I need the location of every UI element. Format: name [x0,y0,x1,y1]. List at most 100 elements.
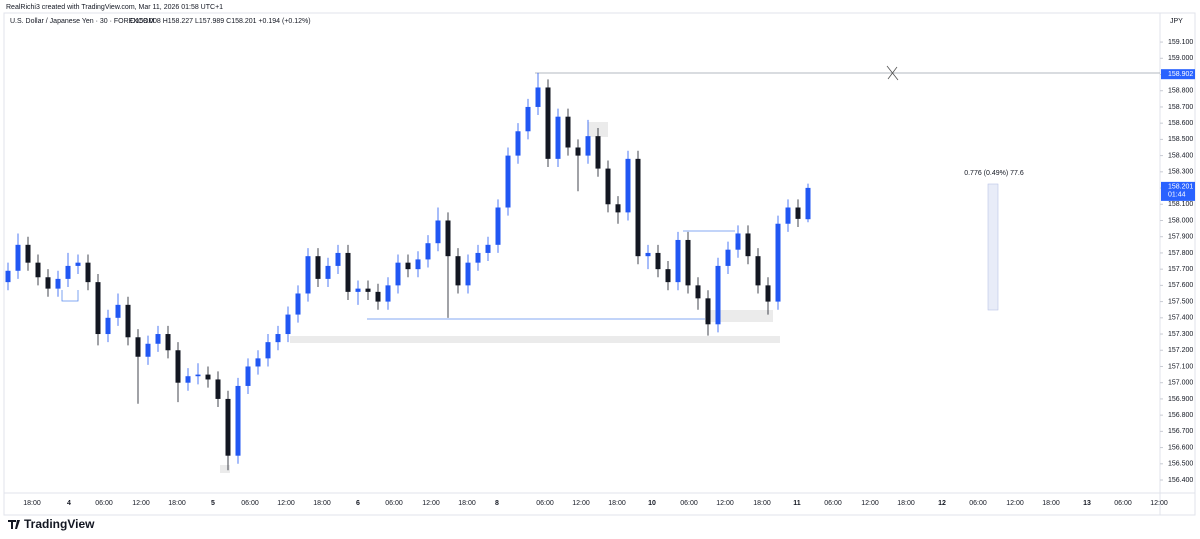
candle-body [675,239,681,283]
candle-body [95,282,101,335]
x-tick-label: 18:00 [313,500,331,507]
candle-body [435,220,441,244]
y-tick-label: 157.400 [1168,315,1193,322]
y-tick-label: 156.900 [1168,396,1193,403]
candle-body [425,243,431,260]
candle-body [375,291,381,302]
candle-body [35,262,41,278]
candle-body [275,334,281,343]
candle-body [385,285,391,302]
candle-body [795,207,801,219]
y-tick-label: 159.100 [1168,39,1193,46]
x-tick-label: 12:00 [422,500,440,507]
y-tick-label: 156.600 [1168,444,1193,451]
candle-body [215,379,221,399]
candle-body [335,252,341,266]
candle-body [265,342,271,359]
x-tick-label: 4 [67,500,71,507]
candle-body [475,252,481,263]
y-tick-label: 156.800 [1168,412,1193,419]
y-tick-label: 158.100 [1168,201,1193,208]
candles [5,72,811,471]
y-tick-label: 158.300 [1168,169,1193,176]
candle-body [505,155,511,208]
candle-body [295,293,301,315]
x-tick-label: 06:00 [536,500,554,507]
y-tick-label: 159.000 [1168,55,1193,62]
x-tick-label: 18:00 [168,500,186,507]
brand: TradingView [24,517,95,531]
axes: 159.100159.000158.900158.800158.700158.6… [23,39,1195,507]
y-tick-label: 158.500 [1168,136,1193,143]
x-tick-label: 12:00 [132,500,150,507]
y-tick-label: 157.200 [1168,347,1193,354]
x-tick-label: 18:00 [608,500,626,507]
x-tick-label: 8 [495,500,499,507]
frame [3,12,1196,516]
y-tick-label: 158.600 [1168,120,1193,127]
candle-body [205,374,211,380]
x-tick-label: 06:00 [385,500,403,507]
x-tick-label: 10 [648,500,656,507]
cross-mark [886,65,899,81]
y-tick-label: 158.700 [1168,104,1193,111]
x-tick-label: 18:00 [23,500,41,507]
x-tick-label: 12:00 [1006,500,1024,507]
x-tick-label: 06:00 [680,500,698,507]
candle-body [405,262,411,270]
candle-body [225,398,231,456]
candle-body [135,337,141,357]
candle-body [145,343,151,357]
symbol: U.S. Dollar / Japanese Yen · 30 · FOREXC… [10,18,155,25]
level-price-label: 158.902 [1168,71,1193,78]
candle-body [595,136,601,169]
candle-body [705,298,711,325]
candle-body [495,207,501,245]
candle-body [575,147,581,156]
candle-body [235,385,241,456]
currency: JPY [1170,18,1183,25]
candle-body [325,265,331,279]
x-tick-label: 12 [938,500,946,507]
last-price-box [1161,181,1195,201]
candle-body [515,131,521,156]
x-tick-label: 11 [793,500,801,507]
candle-body [715,265,721,325]
candle-body [765,285,771,302]
candle-body [645,252,651,257]
candle-body [305,256,311,294]
y-tick-label: 157.000 [1168,380,1193,387]
y-tick-label: 157.700 [1168,266,1193,273]
x-tick-label: 06:00 [824,500,842,507]
candle-body [695,285,701,299]
y-tick-label: 158.400 [1168,152,1193,159]
candle-body [485,244,491,253]
y-tick-label: 157.900 [1168,234,1193,241]
candle-body [665,269,671,283]
candle-body [735,233,741,250]
candle-body [605,168,611,205]
candle-body [85,262,91,283]
candle-body [155,334,161,344]
candle-body [545,87,551,159]
candle-body [415,259,421,270]
x-tick-label: 06:00 [241,500,259,507]
y-tick-label: 157.300 [1168,331,1193,338]
x-tick-label: 18:00 [753,500,771,507]
candle-body [355,288,361,292]
x-tick-label: 12:00 [277,500,295,507]
x-tick-label: 18:00 [458,500,476,507]
candle-body [725,249,731,266]
candle-body [45,277,51,289]
candle-body [105,317,111,335]
candle-body [395,262,401,286]
candle-body [535,87,541,107]
candle-body [465,262,471,286]
candle-body [685,239,691,286]
candle-body [805,187,811,220]
logo-icon [8,520,20,529]
candle-body [565,116,571,148]
x-tick-label: 12:00 [716,500,734,507]
y-tick-label: 157.500 [1168,298,1193,305]
